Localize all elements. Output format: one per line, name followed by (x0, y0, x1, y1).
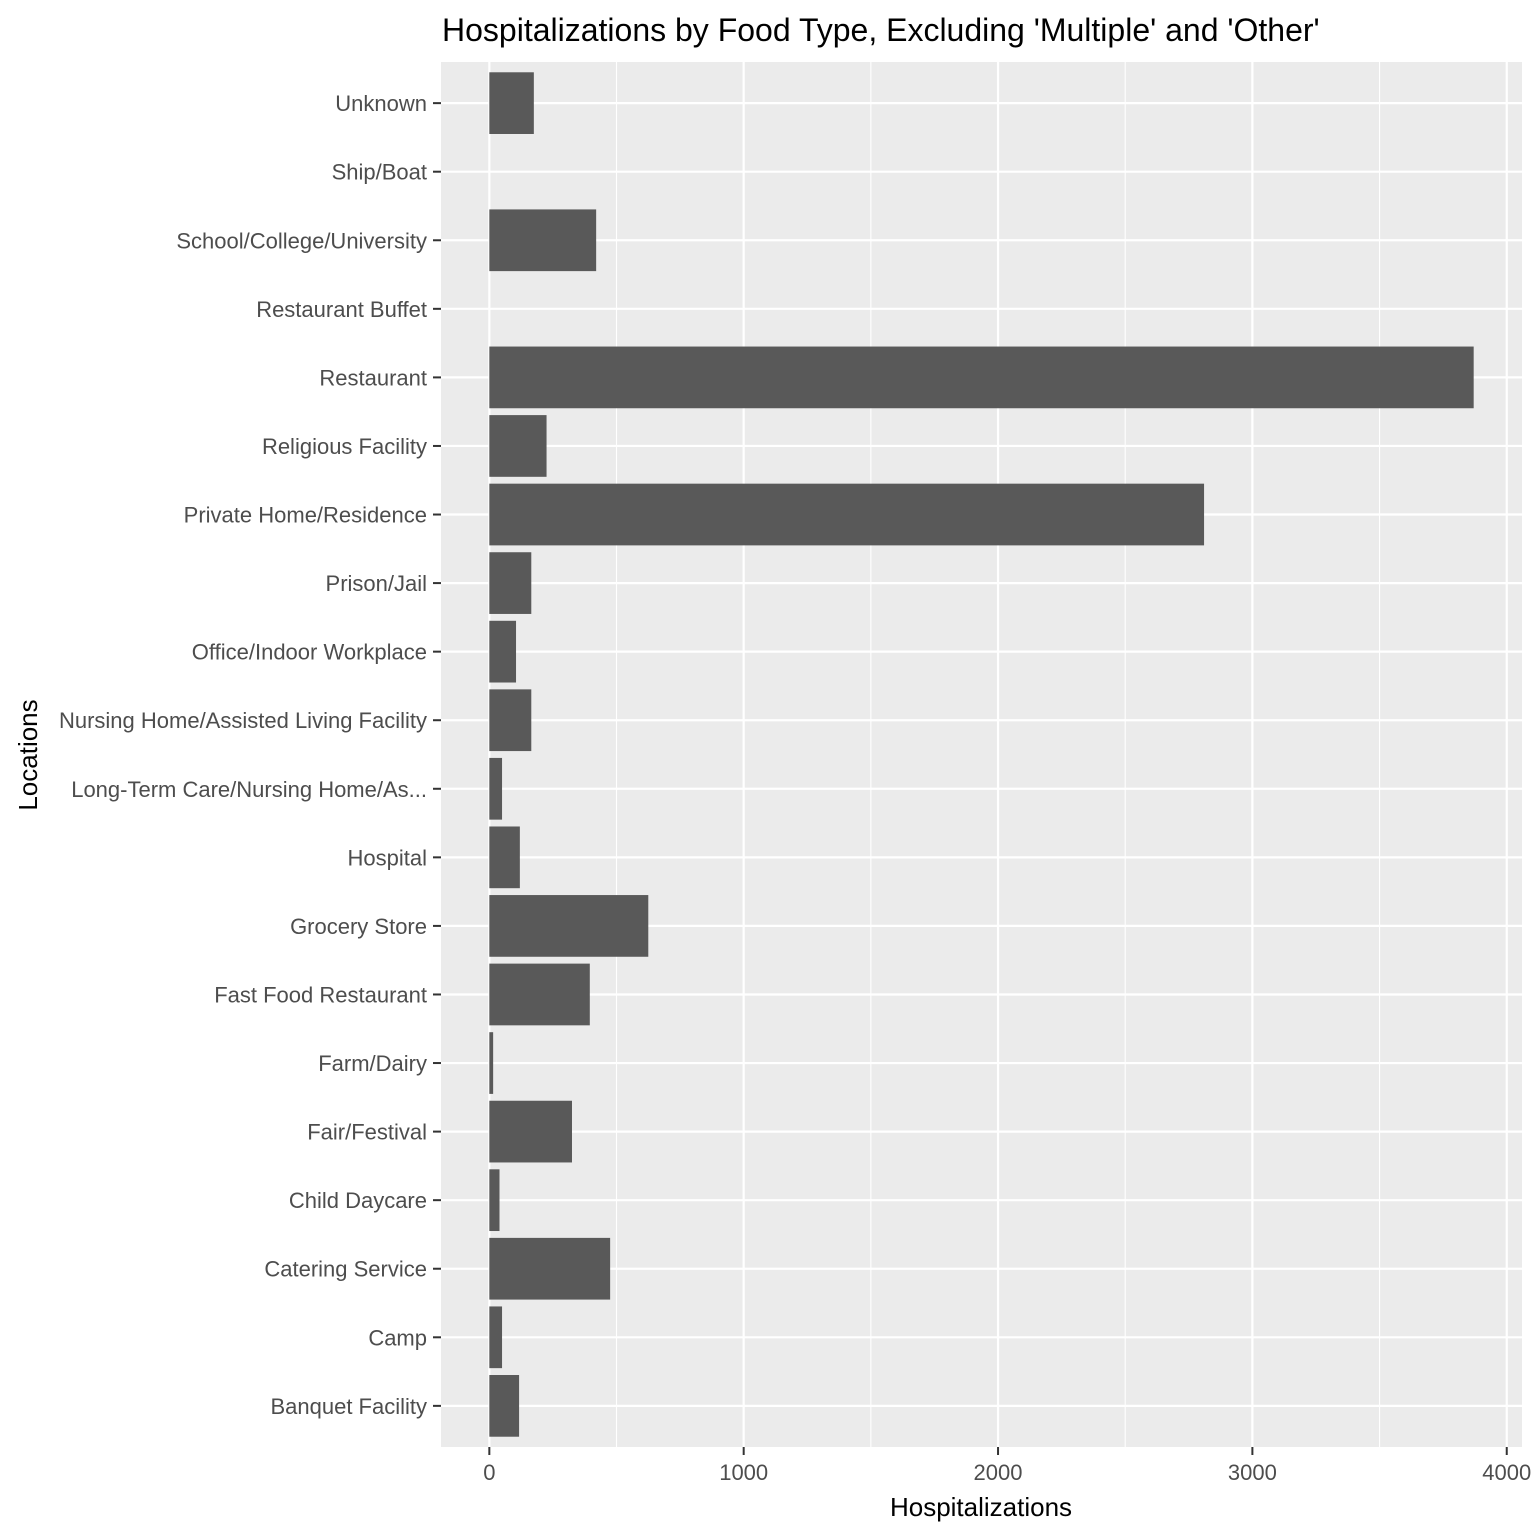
y-tick-label: Farm/Dairy (318, 1051, 427, 1076)
x-tick-label: 3000 (1228, 1460, 1277, 1485)
y-tick-label: Ship/Boat (332, 160, 427, 185)
bar (489, 1032, 494, 1094)
y-tick-label: Prison/Jail (326, 571, 427, 596)
bar (489, 552, 532, 614)
y-tick-label: Nursing Home/Assisted Living Facility (59, 708, 427, 733)
y-tick-label: Unknown (335, 91, 427, 116)
y-tick-label: Banquet Facility (270, 1394, 427, 1419)
y-axis-title: Locations (13, 699, 43, 810)
y-tick-label: Private Home/Residence (184, 503, 427, 528)
x-tick-label: 0 (483, 1460, 495, 1485)
bar (489, 209, 597, 272)
y-tick-label: Long-Term Care/Nursing Home/As... (71, 777, 427, 802)
bar (489, 1169, 500, 1232)
y-tick-label: School/College/University (176, 228, 427, 253)
y-tick-label: Hospital (348, 845, 427, 870)
y-axis: Banquet Facility Camp Catering Service Chil… (59, 91, 441, 1419)
chart-title: Hospitalizations by Food Type, Excluding… (442, 12, 1320, 48)
bar (489, 1100, 572, 1163)
bar (489, 826, 520, 889)
bar (489, 689, 532, 752)
bars (489, 72, 1474, 1437)
bar (489, 895, 649, 957)
bar (489, 346, 1474, 409)
y-tick-label: Religious Facility (262, 434, 427, 459)
bar (489, 72, 534, 134)
y-tick-label: Fast Food Restaurant (214, 982, 427, 1007)
bar (489, 620, 517, 683)
y-tick-label: Office/Indoor Workplace (192, 640, 427, 665)
y-tick-label: Fair/Festival (307, 1120, 427, 1145)
bar (489, 1306, 503, 1369)
bar (489, 1237, 611, 1300)
grid-lines (441, 62, 1522, 1447)
x-axis-title: Hospitalizations (890, 1492, 1072, 1522)
y-tick-label: Catering Service (264, 1257, 427, 1282)
y-tick-label: Restaurant Buffet (256, 297, 427, 322)
bar (489, 963, 590, 1026)
y-tick-label: Restaurant (319, 365, 427, 390)
bar (489, 757, 503, 820)
y-tick-label: Grocery Store (290, 914, 427, 939)
bar (489, 415, 547, 477)
bar (489, 483, 1205, 546)
plot-panel (441, 62, 1522, 1447)
x-tick-label: 2000 (974, 1460, 1023, 1485)
x-tick-label: 4000 (1482, 1460, 1531, 1485)
x-axis: 0 1000 2000 3000 4000 (483, 1447, 1531, 1485)
bar (489, 1375, 520, 1437)
y-tick-label: Child Daycare (289, 1188, 427, 1213)
x-tick-label: 1000 (719, 1460, 768, 1485)
y-tick-label: Camp (368, 1325, 427, 1350)
